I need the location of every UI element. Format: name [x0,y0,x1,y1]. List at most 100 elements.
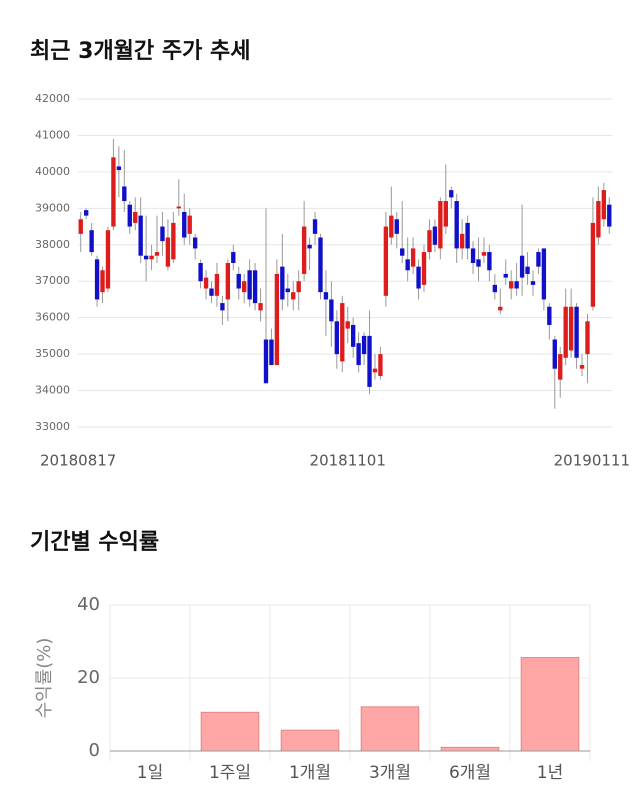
y-axis-title: 수익률(%) [34,638,55,719]
bar [280,729,340,752]
candle-body [449,190,454,198]
x-tick-label: 20181101 [310,452,386,470]
candle-body [590,222,596,307]
y-tick-label: 0 [89,740,100,761]
candle-body [312,219,318,234]
candle-body [78,219,83,234]
candle-body [558,354,563,380]
candle-body [105,230,111,289]
candle-body [225,263,231,300]
candle-body [596,201,601,238]
candle-body [568,306,574,351]
candle-body [231,252,236,263]
candle-body [154,252,160,256]
candle-body [345,321,350,329]
x-tick-label: 1년 [537,763,563,783]
chart-title: 기간별 수익률 [30,530,159,555]
candle-body [160,226,165,242]
candle-body [329,299,334,322]
candle-body [203,277,209,289]
y-tick-label: 33000 [35,420,70,433]
bar [360,706,420,752]
candle-body [487,252,492,271]
candle-body [465,222,470,249]
candle-body [530,281,536,285]
candle-body [405,259,410,271]
candle-body [171,222,176,260]
candle-body [280,266,285,300]
candle-body [389,215,394,238]
candle-body [269,339,274,366]
candle-body [192,237,198,249]
candle-body [552,339,557,369]
candle-body [514,281,519,289]
candle-body [607,204,612,227]
candle-body [285,288,290,293]
candle-body [509,281,514,289]
candle-body [427,230,432,253]
y-tick-label: 40000 [35,165,70,178]
candle-body [340,303,345,362]
x-tick-label: 1개월 [289,763,331,783]
candle-body [187,215,192,234]
x-tick-label: 6개월 [449,763,491,783]
candle-body [541,248,547,300]
candle-body [138,215,143,256]
candle-body [350,324,356,347]
candle-body [143,255,149,260]
candle-body [318,237,323,293]
candle-body [242,281,247,293]
candle-body [127,204,132,227]
candle-body [361,335,367,355]
bar [520,657,580,752]
candle-body [410,248,416,267]
candle-body [547,306,552,325]
candle-body [443,201,448,227]
candle-body [116,166,122,171]
x-tick-label: 20190111 [554,452,630,470]
candle-body [176,206,181,209]
candle-body [481,252,487,256]
candle-body [536,252,541,267]
candle-body [438,201,443,249]
candle-body [492,284,498,293]
candle-body [214,273,220,296]
candle-body [133,211,138,223]
candle-body [296,281,301,293]
candle-body [579,365,585,369]
candle-body [334,321,340,355]
candle-body [89,230,94,253]
y-tick-label: 35000 [35,347,70,360]
candle-body [323,292,329,300]
candle-body [416,266,421,289]
candle-body [100,270,105,293]
candle-body [400,248,405,256]
candle-body [122,186,127,202]
y-tick-label: 39000 [35,201,70,214]
candle-body [372,368,378,373]
candle-body [198,263,203,282]
candle-body [209,288,214,296]
bar [200,711,260,752]
candle-body [470,248,476,263]
candle-body [454,201,459,249]
y-tick-label: 34000 [35,384,70,397]
y-tick-label: 36000 [35,311,70,324]
candle-body [585,321,590,355]
candle-body [383,226,389,296]
candle-body [291,292,296,300]
candle-body [252,270,258,304]
x-tick-label: 20180817 [40,452,116,470]
chart-title: 최근 3개월간 주가 추세 [30,39,250,64]
candle-body [563,306,568,358]
candle-body [503,273,508,278]
candle-body [247,270,252,300]
candle-body [421,252,427,285]
candle-body [459,233,465,249]
candle-body [432,226,438,245]
candle-body [301,226,307,274]
candle-body [111,157,116,227]
candle-body [236,273,241,289]
y-tick-label: 20 [77,667,100,688]
